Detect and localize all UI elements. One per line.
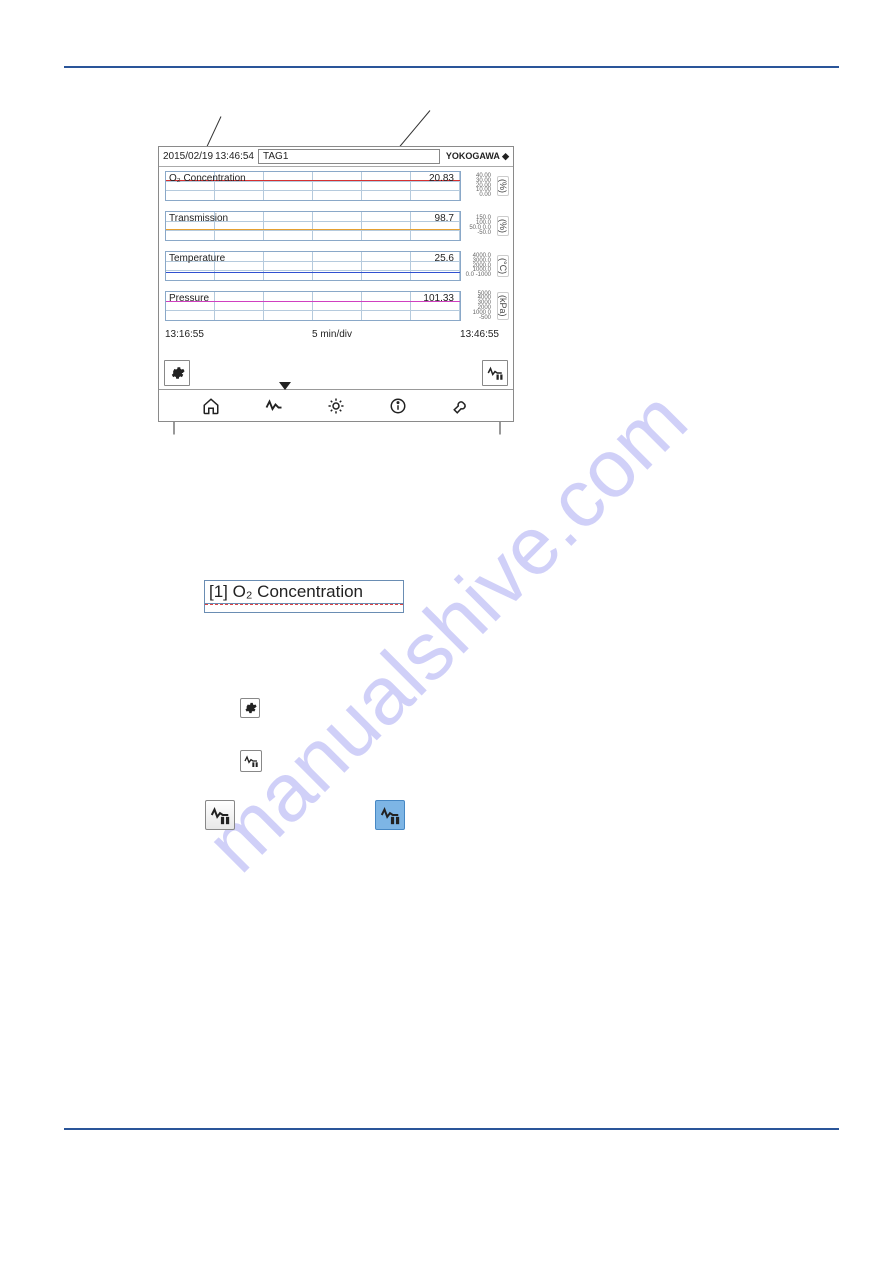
bottom-rule	[64, 1128, 839, 1130]
trend-pause-icon-sample	[240, 750, 262, 772]
info-icon	[389, 397, 407, 415]
date-text: 2015/02/19	[163, 151, 213, 162]
trend-panel: Pressure 101.33 5000 4000 3000 2000 1000…	[165, 291, 509, 321]
trend-value: 25.6	[435, 253, 454, 264]
nav-bar	[159, 389, 513, 421]
trend-panel: O₂ Concentration 20.83 40.00 30.00 20.00…	[165, 171, 509, 201]
trend-pause-icon	[243, 753, 259, 769]
brand-label: YOKOGAWA ◆	[446, 151, 509, 162]
trend-label: Pressure	[169, 293, 209, 304]
scale-ticks: 40.00 30.00 20.00 10.00 0.00	[465, 174, 491, 198]
trend-pause-icon	[209, 804, 231, 826]
trend-line	[166, 272, 460, 273]
trend-panel: Transmission 98.7 150.0 100.0 50.0 0.0 -…	[165, 211, 509, 241]
trend-pause-button[interactable]	[482, 360, 508, 386]
time-axis: 13:16:55 5 min/div 13:46:55	[159, 329, 513, 340]
sun-icon	[327, 397, 345, 415]
sample-trend-row: [1] O₂ Concentration	[204, 580, 404, 613]
scale-unit: (kPa)	[497, 292, 509, 320]
scale-ticks: 4000.0 3000.0 2000.0 1000.0 0.0 -1000	[465, 254, 491, 278]
trend-value: 101.33	[423, 293, 454, 304]
time-start: 13:16:55	[165, 329, 204, 340]
device-screen: 2015/02/19 13:46:54 TAG1 YOKOGAWA ◆ O₂ C…	[158, 146, 514, 422]
home-icon	[202, 397, 220, 415]
trend-value: 20.83	[429, 173, 454, 184]
sample-title-text: [1] O₂ Concentration	[209, 582, 363, 601]
time-end: 13:46:55	[460, 329, 499, 340]
trend-label: Transmission	[169, 213, 228, 224]
trend-area: O₂ Concentration 20.83 40.00 30.00 20.00…	[159, 167, 513, 321]
device-header: 2015/02/19 13:46:54 TAG1 YOKOGAWA ◆	[159, 147, 513, 167]
scale-unit: (°C)	[497, 255, 509, 277]
settings-button[interactable]	[164, 360, 190, 386]
trend-value: 98.7	[435, 213, 454, 224]
active-indicator-icon	[279, 382, 291, 390]
tag-field: TAG1	[258, 149, 440, 164]
watermark-text: manualshive.com	[188, 373, 706, 891]
scale-ticks: 150.0 100.0 50.0 0.0 -50.0	[465, 216, 491, 235]
trend-pause-icon	[379, 804, 401, 826]
wrench-icon	[452, 397, 470, 415]
sample-trend-line	[205, 604, 403, 612]
gear-icon	[169, 365, 185, 381]
top-rule	[64, 66, 839, 68]
scale-unit: (%)	[497, 176, 509, 196]
trend-label: Temperature	[169, 253, 225, 264]
trend-pause-icon-active	[375, 800, 405, 830]
trend-pause-icon-inactive	[205, 800, 235, 830]
tools-button[interactable]	[451, 396, 471, 416]
info-button[interactable]	[388, 396, 408, 416]
scale-unit: (%)	[497, 216, 509, 236]
trend-line	[166, 301, 460, 302]
gear-icon-sample	[240, 698, 260, 718]
trend-line	[166, 229, 460, 230]
trend-panel: Temperature 25.6 4000.0 3000.0 2000.0 10…	[165, 251, 509, 281]
trend-pause-icon	[486, 364, 504, 382]
time-division: 5 min/div	[312, 329, 352, 340]
trend-button[interactable]	[264, 396, 284, 416]
home-button[interactable]	[201, 396, 221, 416]
gear-icon	[243, 701, 257, 715]
time-text: 13:46:54	[215, 151, 254, 162]
trend-label: O₂ Concentration	[169, 173, 246, 184]
trend-icon	[264, 397, 284, 415]
scale-ticks: 5000 4000 3000 2000 1000 0 -500	[465, 292, 491, 321]
brightness-button[interactable]	[326, 396, 346, 416]
